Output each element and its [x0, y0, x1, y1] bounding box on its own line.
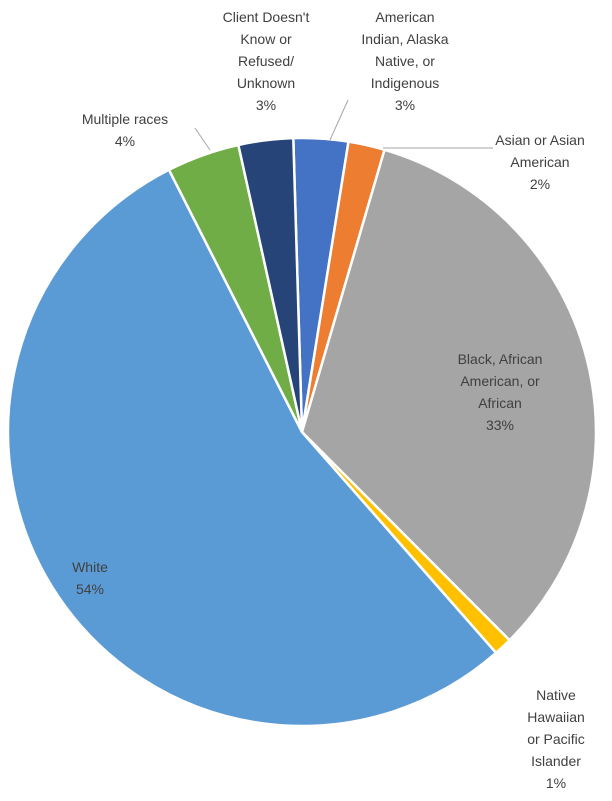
slice-label-line: Hawaiian [527, 709, 585, 725]
slice-label-line: Know or [240, 31, 292, 47]
slice-label-line: African [478, 395, 522, 411]
slice-percent: 3% [395, 97, 415, 113]
pie-slice [237, 136, 304, 434]
leader-line [194, 127, 211, 151]
slice-percent: 1% [546, 775, 566, 791]
slice-label-line: Refused/ [238, 53, 294, 69]
slice-label-line: Indigenous [371, 75, 440, 91]
slice-label-line: Black, African [458, 351, 543, 367]
slice-label-line: Asian or Asian [495, 132, 585, 148]
slice-label-line: Client Doesn't [223, 9, 310, 25]
slice-label-line: American, or [460, 373, 540, 389]
slice-label-line: Multiple races [82, 111, 168, 127]
slice-percent: 4% [115, 133, 135, 149]
slice-label-line: Unknown [237, 75, 295, 91]
slice-percent: 33% [486, 417, 514, 433]
pie-slices [6, 136, 598, 728]
slice-label-line: Islander [531, 753, 581, 769]
slice-labels: American Indian, Alaska Native, or Indigeno… [72, 9, 585, 791]
slice-label-line: Indian, Alaska [361, 31, 448, 47]
slice-label-line: American [510, 154, 569, 170]
slice-label-line: American [375, 9, 434, 25]
slice-label: American Indian, Alaska Native, or Indigeno… [361, 9, 448, 113]
leader-lines [194, 99, 493, 151]
slice-label-line: White [72, 559, 108, 575]
slice-label: Multiple races 4% [82, 111, 168, 149]
slice-label: Asian or Asian American 2% [495, 132, 585, 192]
slice-label-line: or Pacific [527, 731, 585, 747]
leader-line [329, 99, 349, 141]
slice-label: Client Doesn't Know or Refused/Unknown 3% [223, 9, 310, 113]
slice-percent: 3% [256, 97, 276, 113]
slice-percent: 2% [530, 176, 550, 192]
pie-slice [6, 168, 498, 728]
slice-label: White 54% [72, 559, 108, 597]
slice-label-line: Native [536, 687, 576, 703]
slice-percent: 54% [76, 581, 104, 597]
slice-label: Black, African American, or African 33% [458, 351, 543, 433]
pie-slice [300, 148, 598, 642]
slice-label: Native Hawaiian or Pacific Islander 1% [527, 687, 585, 791]
slice-label-line: Native, or [375, 53, 435, 69]
